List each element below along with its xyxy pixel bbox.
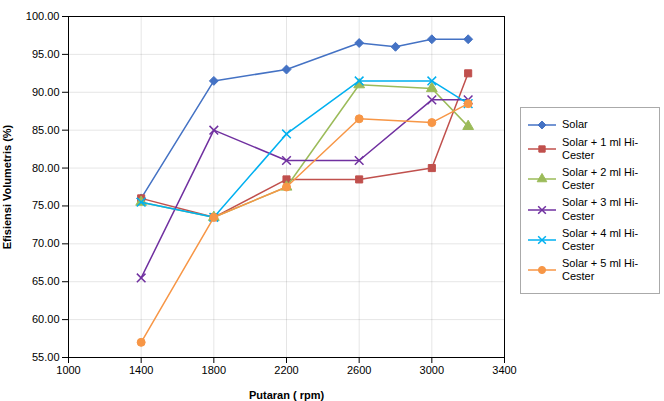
svg-text:1800: 1800 <box>202 364 226 376</box>
svg-text:90.00: 90.00 <box>32 86 60 98</box>
html-text:Solar + 5 ml Hi- Cester: Solar + 5 ml Hi- Cester <box>562 257 639 283</box>
svg-text:55.00: 55.00 <box>32 351 60 363</box>
html-text:Solar + 1 ml Hi- Cester: Solar + 1 ml Hi- Cester <box>562 135 639 161</box>
svg-text:95.00: 95.00 <box>32 48 60 60</box>
svg-text:85.00: 85.00 <box>32 124 60 136</box>
svg-text:65.00: 65.00 <box>32 275 60 287</box>
svg-text:2600: 2600 <box>347 364 371 376</box>
svg-text:80.00: 80.00 <box>32 162 60 174</box>
svg-text:1400: 1400 <box>129 364 153 376</box>
svg-text:75.00: 75.00 <box>32 199 60 211</box>
svg-text:100.00: 100.00 <box>26 10 60 22</box>
svg-text:60.00: 60.00 <box>32 313 60 325</box>
svg-text:1000: 1000 <box>56 364 80 376</box>
svg-text:70.00: 70.00 <box>32 237 60 249</box>
html-text:Solar: Solar <box>562 118 588 130</box>
svg-text:Efisiensi Volumetris (%): Efisiensi Volumetris (%) <box>1 124 13 249</box>
svg-text:2200: 2200 <box>274 364 298 376</box>
svg-text:3000: 3000 <box>420 364 444 376</box>
html-text:Solar + 2 ml Hi- Cester: Solar + 2 ml Hi- Cester <box>562 165 639 192</box>
html-text:Solar + 4 ml Hi- Cester: Solar + 4 ml Hi- Cester <box>562 226 639 252</box>
html-text:Solar + 3 ml Hi- Cester: Solar + 3 ml Hi- Cester <box>562 196 639 222</box>
svg-text:Putaran ( rpm): Putaran ( rpm) <box>249 389 325 401</box>
svg-text:3400: 3400 <box>492 364 516 376</box>
